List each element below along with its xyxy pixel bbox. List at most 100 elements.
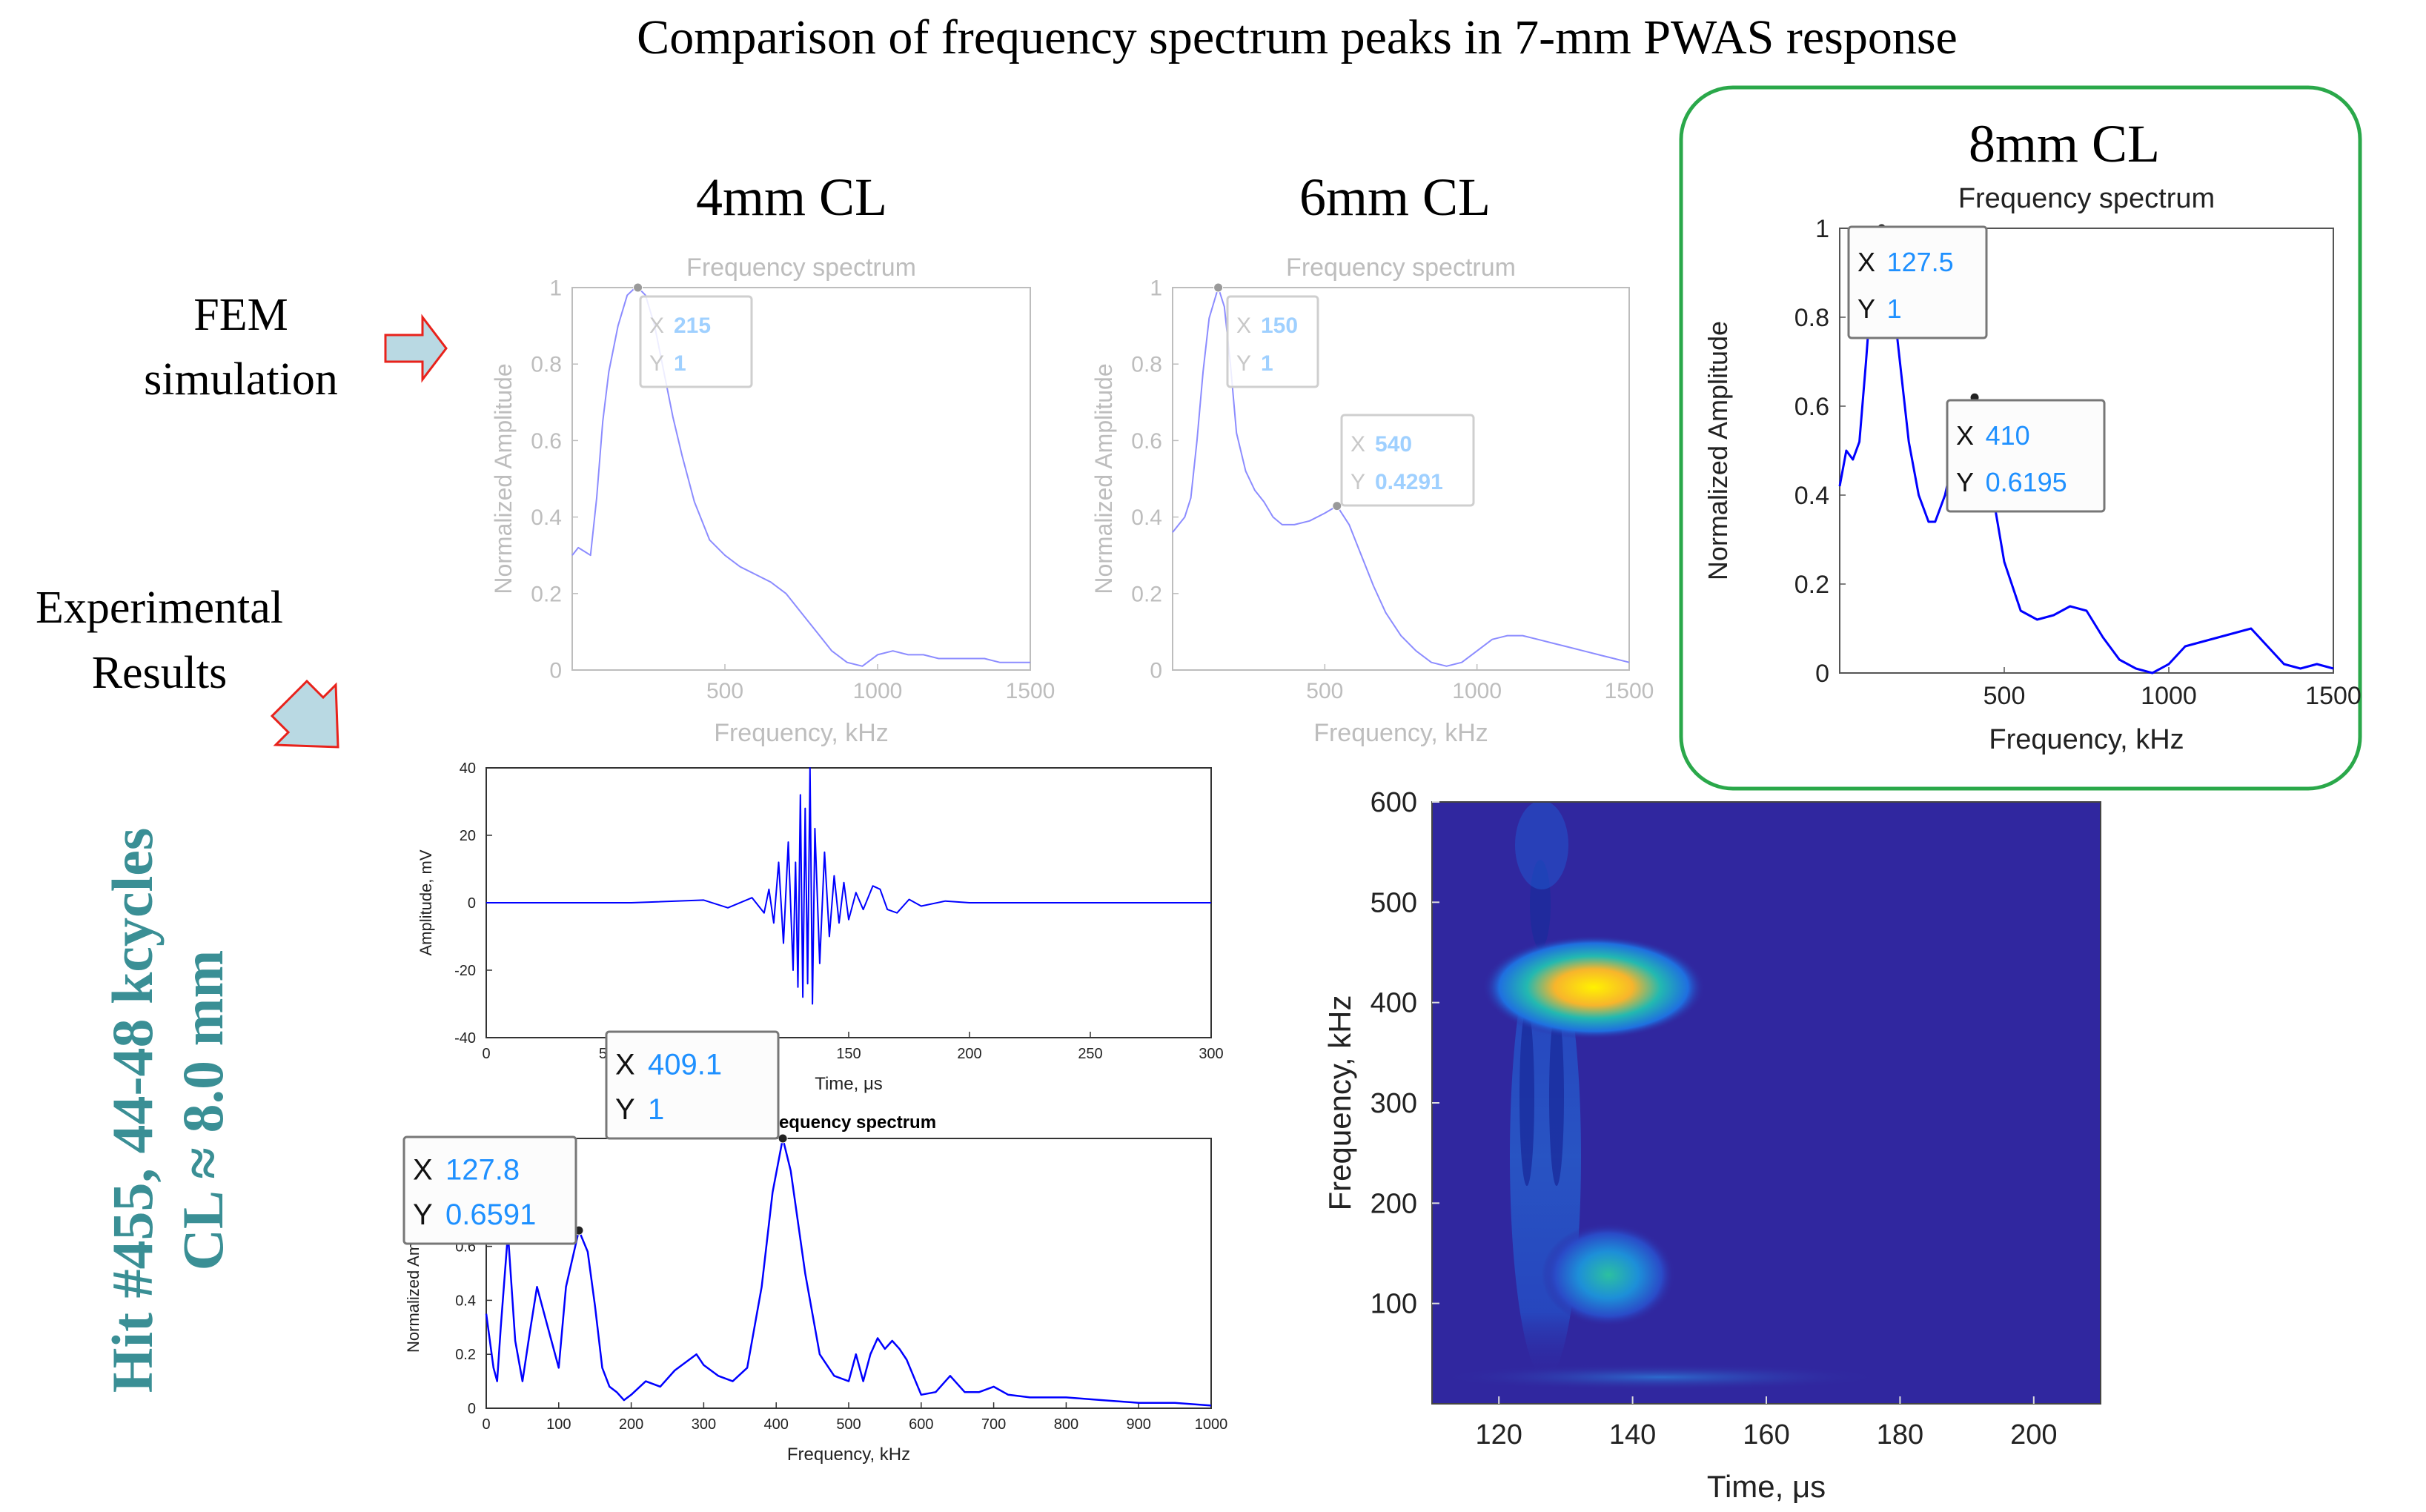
datatip-y-key: Y: [1857, 294, 1875, 324]
y-tick-label: 0: [1815, 660, 1829, 688]
side-label-line2: CL ≈ 8.0 mm: [170, 950, 235, 1271]
side-label-line1: Hit #455, 44-48 kcycles: [100, 828, 165, 1393]
datatip-y-value: 1: [648, 1093, 664, 1126]
y-tick-label: 0.4: [531, 505, 562, 530]
x-tick-label: 300: [1199, 1046, 1223, 1062]
chart-fem-8mm: 500 1000 1500 0 0.2 0.4 0.6 0.8 1 Frequency spect…: [1703, 183, 2362, 755]
y-tick-label: 400: [1371, 988, 1417, 1019]
y-tick-label: 200: [1371, 1188, 1417, 1219]
datatip-x-key: X: [1956, 420, 1974, 451]
datatip-x-key: X: [413, 1154, 433, 1187]
x-axis-label: Frequency, kHz: [1989, 724, 2184, 755]
datatip-box: [1226, 295, 1319, 388]
chart-experimental-spectrum: 0 100 200 300 400 500 600 700 800 900 1000 0 0.2 0.4 0…: [402, 1030, 1228, 1465]
datatip-y-value: 1: [1887, 294, 1902, 324]
datatip-x-key: X: [1350, 432, 1365, 457]
x-axis-label: Time, μs: [815, 1074, 883, 1094]
y-tick-label: -40: [454, 1030, 476, 1047]
y-tick-label: 0.8: [531, 353, 562, 377]
x-tick-label: 500: [1306, 679, 1343, 703]
y-axis-label: Normalized Amplitude: [1703, 321, 1733, 580]
x-tick-label: 800: [1054, 1416, 1078, 1433]
chart-spectrogram: 120 140 160 180 200 100 200 300 400 500 600 Time, μ…: [1322, 787, 2101, 1504]
datatip-x-key: X: [1857, 247, 1875, 277]
x-tick-label: 1000: [1195, 1416, 1228, 1433]
y-tick-label: 300: [1371, 1088, 1417, 1119]
datatip-x-value: 127.5: [1887, 247, 1954, 277]
x-tick-label: 1000: [2141, 682, 2197, 710]
highlight-frame: [1679, 85, 2362, 791]
x-tick-label: 500: [836, 1416, 861, 1433]
datatip-y-key: Y: [1956, 467, 1974, 497]
datatip-y-value: 1: [1261, 351, 1273, 376]
datatip-x-key: X: [615, 1049, 635, 1081]
datatip-y-key: Y: [615, 1093, 635, 1126]
y-axis-label: Frequency, kHz: [1322, 995, 1357, 1211]
y-tick-label: 600: [1371, 787, 1417, 818]
x-tick-label: 500: [1983, 682, 2026, 710]
x-tick-label: 120: [1475, 1419, 1522, 1450]
datatip-marker: [1332, 501, 1342, 511]
x-tick-label: 600: [909, 1416, 933, 1433]
y-tick-label: 0.4: [455, 1293, 476, 1309]
x-tick-label: 1000: [1452, 679, 1502, 703]
datatip-y-value: 1: [674, 351, 686, 376]
y-tick-label: 0: [468, 1401, 476, 1417]
datatip-x-value: 540: [1375, 432, 1412, 457]
y-tick-label: 1: [1150, 276, 1162, 301]
chart-fem-6mm: 500 1000 1500 0 0.2 0.4 0.6 0.8 1 Frequency spect…: [1090, 253, 1654, 747]
y-axis-label: Normalized Amplitude: [1090, 363, 1117, 594]
datatip-y-key: Y: [1350, 470, 1365, 494]
x-tick-label: 150: [836, 1046, 861, 1062]
datatip-x-value: 410: [1986, 420, 2030, 451]
y-tick-label: 20: [460, 828, 476, 844]
y-tick-label: 0.4: [1794, 482, 1829, 510]
y-tick-label: 0.2: [531, 582, 562, 606]
fem-label-line2: simulation: [144, 354, 338, 405]
heading-6mm: 6mm CL: [1299, 168, 1491, 227]
spectrogram-axes: 120 140 160 180 200 100 200 300 400 500 600 Time, μ…: [1322, 787, 2101, 1504]
spectrogram-image: [1438, 802, 1883, 1390]
x-axis-label: Frequency, kHz: [714, 719, 889, 747]
y-tick-label: 0: [468, 895, 476, 912]
x-tick-label: 1500: [2305, 682, 2362, 710]
y-tick-label: 0.6: [531, 429, 562, 454]
x-tick-label: 0: [482, 1416, 490, 1433]
datatip-box: [402, 1135, 577, 1245]
datatip-x-value: 409.1: [648, 1049, 722, 1081]
datatip-box: [1340, 414, 1475, 507]
x-tick-label: 160: [1743, 1419, 1789, 1450]
exp-label-line1: Experimental: [36, 583, 283, 633]
fem6-series-line: [1172, 287, 1630, 667]
datatip-x-value: 215: [674, 314, 711, 338]
waveform-series-line: [486, 767, 1211, 1005]
spectrogram-low-band: [1438, 1364, 1883, 1390]
y-tick-label: 1: [1815, 215, 1829, 243]
x-tick-label: 700: [981, 1416, 1006, 1433]
x-tick-label: 140: [1609, 1419, 1656, 1450]
datatip-x-key: X: [649, 314, 664, 338]
x-tick-label: 200: [957, 1046, 981, 1062]
datatip-y-value: 0.6195: [1986, 467, 2067, 497]
fem4-series-line: [571, 287, 1030, 667]
y-tick-label: 0.2: [455, 1347, 476, 1363]
y-tick-label: 0.2: [1131, 582, 1162, 606]
datatip-y-key: Y: [1236, 351, 1251, 376]
x-tick-label: 200: [619, 1416, 643, 1433]
datatip-box: [639, 295, 753, 388]
chart-title: Frequency spectrum: [1286, 253, 1516, 282]
x-tick-label: 300: [692, 1416, 716, 1433]
datatip-marker: [778, 1133, 788, 1144]
chart-title: Frequency spectrum: [686, 253, 916, 282]
x-tick-label: 1500: [1605, 679, 1654, 703]
datatip-box: [1847, 225, 1988, 339]
datatip-marker: [1213, 282, 1224, 293]
datatip-y-key: Y: [649, 351, 664, 376]
datatip-y-value: 0.6591: [445, 1198, 536, 1231]
x-tick-label: 100: [546, 1416, 571, 1433]
datatip-marker: [633, 282, 643, 293]
x-tick-label: 0: [482, 1046, 490, 1062]
datatip-x-value: 150: [1261, 314, 1298, 338]
